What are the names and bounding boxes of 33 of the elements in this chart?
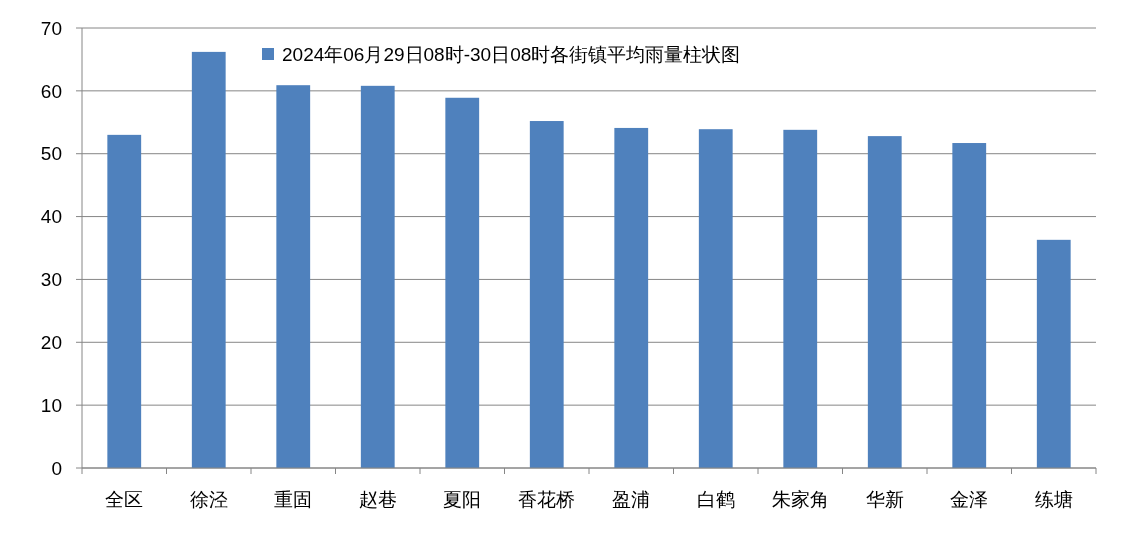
y-tick-label: 60 [40,80,62,102]
bar [529,121,564,468]
x-tick-label: 徐泾 [189,489,228,510]
x-tick-label: 金泽 [950,489,989,510]
bar [276,85,311,468]
legend-label: 2024年06月29日08时-30日08时各街镇平均雨量柱状图 [282,43,741,65]
y-tick-label: 50 [40,143,62,165]
y-tick-label: 20 [40,331,62,353]
bar [1036,239,1071,468]
y-tick-label: 40 [40,206,62,228]
x-tick-label: 白鹤 [696,489,735,510]
bar [614,127,649,468]
x-tick-label: 全区 [105,489,144,510]
bar [867,136,902,468]
x-tick-label: 朱家角 [771,489,829,510]
y-tick-label: 10 [40,394,62,416]
bar [783,129,818,468]
bar [952,143,987,468]
y-tick-label: 70 [40,17,62,39]
y-tick-label: 30 [40,269,62,291]
x-tick-label: 香花桥 [518,489,576,510]
bar [445,97,480,468]
bar [698,129,733,468]
x-tick-label: 华新 [865,489,904,510]
x-tick-label: 盈浦 [612,489,651,510]
y-tick-label: 0 [51,457,62,479]
bar [191,51,226,468]
x-tick-label: 重固 [274,489,313,510]
x-tick-label: 练塘 [1034,489,1073,510]
x-tick-label: 夏阳 [443,489,482,510]
bar [360,85,395,468]
bar [107,134,142,468]
x-tick-label: 赵巷 [358,489,397,510]
